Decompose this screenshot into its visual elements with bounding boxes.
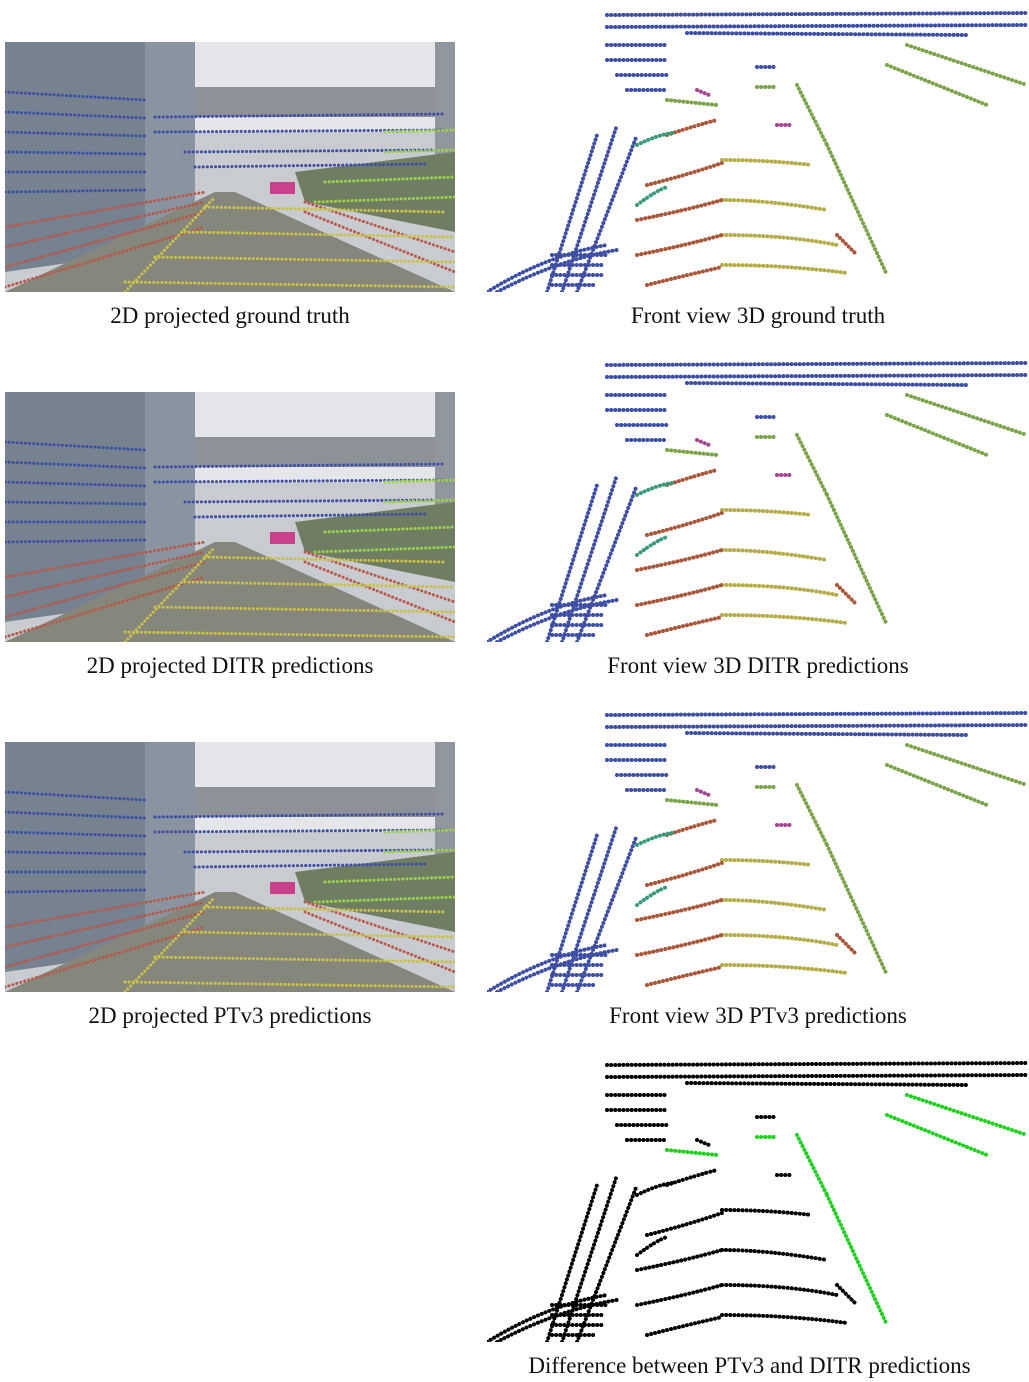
caption: Difference between PTv3 and DITR predict… [528,1353,971,1378]
camera-image [5,742,455,992]
caption: 2D projected ground truth [110,303,350,328]
point-cloud-image [487,5,1029,292]
caption: Front view 3D ground truth [630,303,886,328]
caption: Front view 3D PTv3 predictions [609,1003,907,1028]
caption: 2D projected DITR predictions [86,653,374,678]
caption: Front view 3D DITR predictions [607,653,909,678]
point-cloud-image [487,355,1029,642]
caption: 2D projected PTv3 predictions [88,1003,372,1028]
camera-image [5,42,455,292]
difference-image [487,1055,1029,1342]
point-cloud-image [487,705,1029,992]
camera-image [5,392,455,642]
